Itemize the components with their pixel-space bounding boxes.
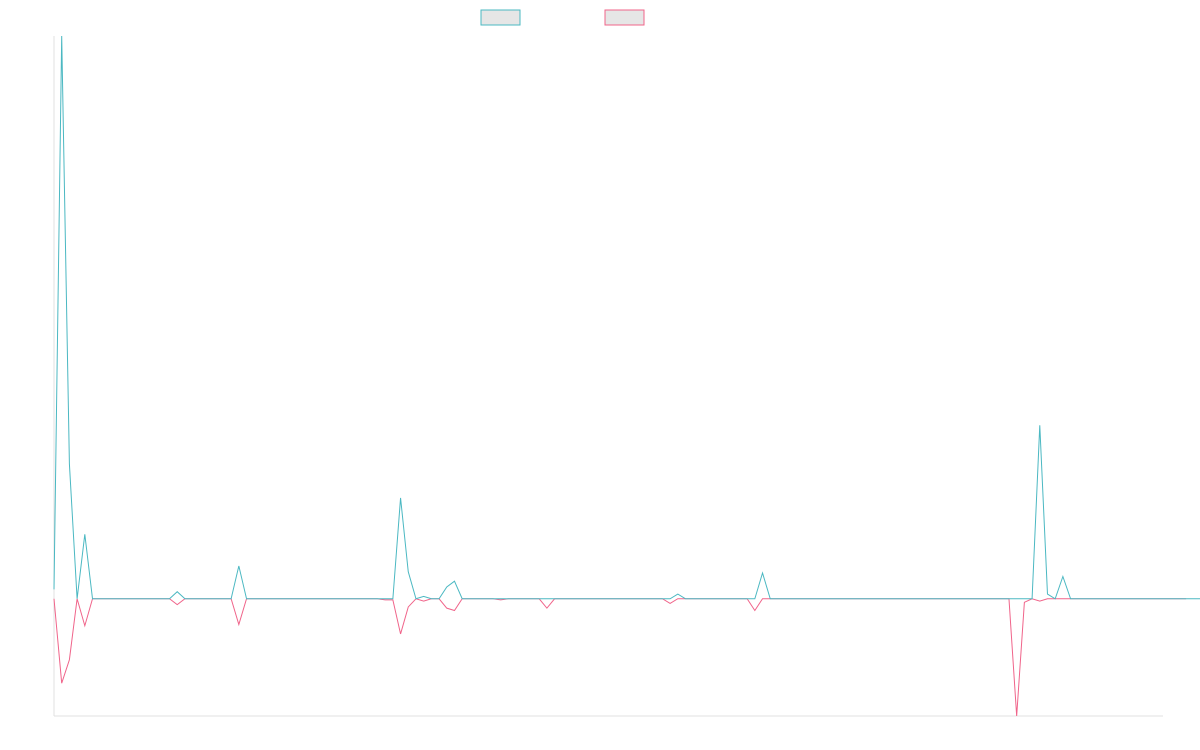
series-b-line [53,598,1187,717]
legend-swatch-series-a[interactable] [480,9,521,26]
axes [53,36,1163,717]
legend-swatch-series-b[interactable] [604,9,645,26]
legend[interactable] [480,9,645,26]
series-a-line [53,35,1200,600]
series-layer [53,35,1200,717]
